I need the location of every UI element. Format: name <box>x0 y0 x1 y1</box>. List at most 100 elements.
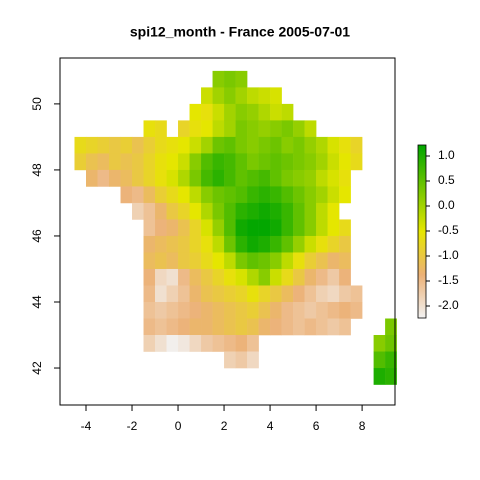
raster-cell <box>224 301 236 319</box>
raster-cell <box>316 169 328 187</box>
raster-cell <box>247 202 259 220</box>
raster-cell <box>178 285 190 303</box>
raster-cell <box>189 335 202 352</box>
raster-cell <box>281 120 294 138</box>
raster-cell <box>224 186 236 204</box>
raster-cell <box>327 153 340 171</box>
raster-cell <box>166 202 179 220</box>
raster-cell <box>189 186 202 204</box>
raster-cell <box>132 186 144 204</box>
raster-cell <box>247 235 259 253</box>
raster-cell <box>212 318 225 336</box>
raster-cell <box>270 169 282 187</box>
raster-cell <box>201 153 213 171</box>
raster-cell <box>74 136 87 154</box>
colorbar-tick-label: -2.0 <box>438 298 459 312</box>
raster-cell <box>293 252 305 270</box>
raster-cell <box>270 202 282 220</box>
raster-cell <box>235 351 248 369</box>
raster-cell <box>316 235 328 253</box>
raster-cell <box>155 335 167 352</box>
raster-cell <box>281 318 294 336</box>
x-tick-label: 8 <box>359 419 366 433</box>
raster-cell <box>201 87 213 105</box>
raster-cell <box>224 202 236 220</box>
raster-cell <box>189 153 202 171</box>
raster-cell <box>270 252 282 270</box>
raster-cell <box>120 186 133 204</box>
colorbar-tick-label: 0.0 <box>438 198 455 212</box>
raster-cell <box>304 186 317 204</box>
raster-cell <box>85 136 98 154</box>
raster-cell <box>258 153 271 171</box>
raster-cell <box>304 318 317 336</box>
raster-cell <box>189 136 202 154</box>
raster-cell <box>316 153 328 171</box>
raster-cell <box>247 351 259 369</box>
raster-cell <box>212 301 225 319</box>
raster-cell <box>201 301 213 319</box>
raster-cell <box>97 136 110 154</box>
raster-cell <box>189 202 202 220</box>
raster-cell <box>247 268 259 286</box>
raster-cell <box>304 268 317 286</box>
colorbar-tick-label: 1.0 <box>438 148 455 162</box>
raster-cell <box>235 120 248 138</box>
y-tick-label: 50 <box>30 97 44 111</box>
raster-cell <box>155 268 167 286</box>
raster-cell <box>316 186 328 204</box>
raster-cell <box>270 285 282 303</box>
raster-cell <box>258 219 271 237</box>
raster-cell <box>166 252 179 270</box>
x-tick-label: 4 <box>267 419 274 433</box>
raster-cell <box>316 285 328 303</box>
raster-cell <box>109 153 121 171</box>
raster-cell <box>270 120 282 138</box>
raster-cell <box>166 268 179 286</box>
raster-cell <box>339 153 351 171</box>
raster-cell <box>201 186 213 204</box>
raster-cell <box>235 335 248 352</box>
raster-cell <box>281 153 294 171</box>
raster-cell <box>304 235 317 253</box>
raster-cell <box>281 285 294 303</box>
raster-cell <box>270 136 282 154</box>
raster-cell <box>235 202 248 220</box>
raster-cell <box>327 268 340 286</box>
raster-cell <box>339 136 351 154</box>
raster-cell <box>155 219 167 237</box>
raster-cell <box>155 153 167 171</box>
raster-cell <box>339 301 351 319</box>
y-tick-label: 46 <box>30 229 44 243</box>
raster-cell <box>212 120 225 138</box>
raster-cell <box>247 120 259 138</box>
raster-cell <box>224 136 236 154</box>
raster-cell <box>316 318 328 336</box>
raster-cell <box>155 202 167 220</box>
raster-cell <box>258 202 271 220</box>
raster-cell <box>201 202 213 220</box>
raster-cell <box>258 103 271 121</box>
raster-cell <box>304 219 317 237</box>
raster-cell <box>247 103 259 121</box>
raster-cell <box>258 169 271 187</box>
raster-cell <box>120 169 133 187</box>
raster-cell <box>270 87 282 105</box>
raster-cell <box>247 87 259 105</box>
raster-cell <box>201 219 213 237</box>
raster-cell <box>143 202 156 220</box>
raster-cell <box>373 335 386 352</box>
raster-cell <box>339 252 351 270</box>
raster-cell <box>132 136 144 154</box>
raster-cell <box>270 153 282 171</box>
raster-cell <box>293 136 305 154</box>
raster-cell <box>166 186 179 204</box>
raster-cell <box>270 235 282 253</box>
raster-cell <box>316 219 328 237</box>
raster-cell <box>189 318 202 336</box>
raster-cell <box>339 235 351 253</box>
raster-cell <box>212 87 225 105</box>
raster-cell <box>212 219 225 237</box>
raster-cell <box>178 169 190 187</box>
raster-cell <box>189 120 202 138</box>
